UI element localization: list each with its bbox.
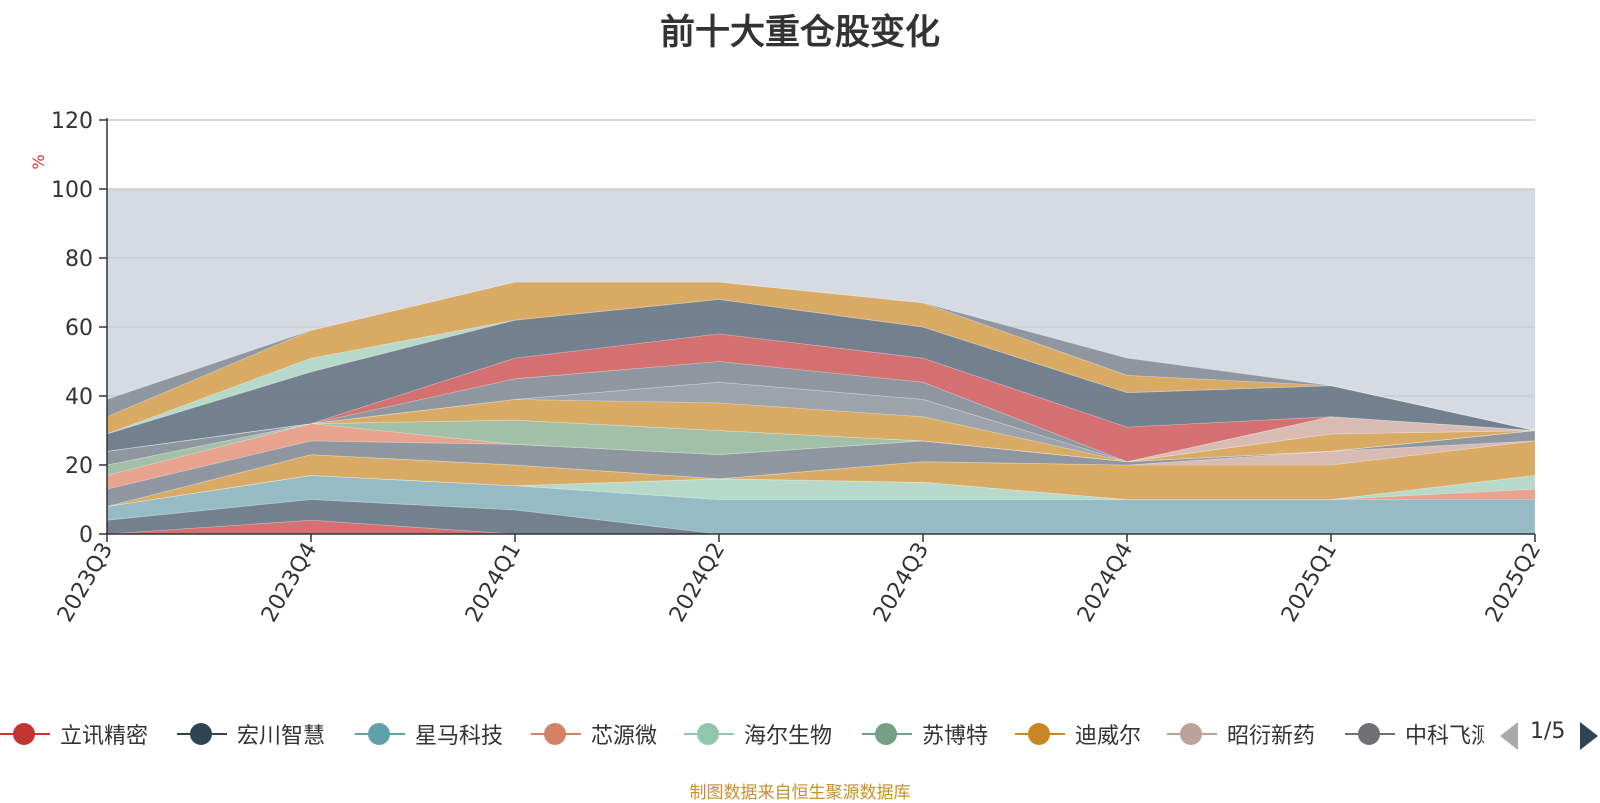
y-tick-label: 0 [79,523,93,548]
y-tick-label: 40 [65,385,93,410]
y-tick-label: 20 [65,454,93,479]
legend-marker-icon [1167,722,1217,746]
legend-label: 迪威尔 [1075,724,1142,749]
legend-next-page-icon[interactable] [1580,722,1598,750]
x-tick-label: 2025Q2 [1481,539,1546,627]
x-tick-label: 2024Q1 [461,539,526,627]
legend-item[interactable]: 苏博特 [862,716,988,752]
legend-prev-page-icon[interactable] [1500,722,1518,750]
x-tick-label: 2024Q4 [1073,539,1138,627]
legend-item[interactable]: 宏川智慧 [177,716,325,752]
x-tick-label: 2023Q4 [257,539,322,627]
legend-page-indicator: 1/5 [1530,719,1566,744]
legend-label: 星马科技 [415,724,504,749]
x-tick-label: 2025Q1 [1277,539,1342,627]
legend-item[interactable]: 立讯精密 [0,716,148,752]
legend-marker-icon [1345,722,1395,746]
area-series-20[interactable] [106,281,1536,435]
legend-marker-icon [1015,722,1065,746]
legend-item[interactable]: 星马科技 [355,716,503,752]
legend-item[interactable]: 海尔生物 [684,716,832,752]
legend-marker-icon [862,722,912,746]
legend-label: 海尔生物 [744,724,833,749]
legend-marker-icon [177,722,227,746]
y-tick-label: 60 [65,316,93,341]
legend-label: 立讯精密 [60,724,149,749]
y-tick-label: 80 [65,247,93,272]
legend-marker-icon [684,722,734,746]
y-tick-label: 100 [51,178,93,203]
legend-marker-icon [531,722,581,746]
legend-label: 芯源微 [591,724,658,749]
area-series-21[interactable] [106,281,1536,431]
legend-item[interactable]: 迪威尔 [1015,716,1141,752]
chart-title: 前十大重仓股变化 [659,13,940,53]
legend-label: 宏川智慧 [237,724,326,749]
x-tick-label: 2024Q2 [665,539,730,627]
chart-area: 0 20 40 60 80 100 120 2023Q3 2023Q4 2024Q1 2024Q2 2… [29,109,1546,627]
legend-label: 苏博特 [922,724,989,749]
x-tick-label: 2023Q3 [53,539,118,627]
legend-item[interactable]: 昭衍新药 [1167,716,1315,752]
source-note: 制图数据来自恒生聚源数据库 [689,783,911,803]
y-tick-label: 120 [51,109,93,134]
legend-item[interactable]: 中科飞测 [1345,716,1484,752]
legend-item[interactable]: 芯源微 [531,716,657,752]
y-axis-unit: % [29,154,48,169]
legend-marker-icon [355,722,405,746]
legend-label: 中科飞测 [1405,724,1484,749]
legend-label: 昭衍新药 [1227,724,1316,749]
legend: 立讯精密 宏川智慧 星马科技 芯源微 海尔生物 苏博特 迪威尔 昭衍新药 中科飞测 1/5 [0,716,1600,752]
x-tick-label: 2024Q3 [869,539,934,627]
legend-marker-icon [0,722,50,746]
